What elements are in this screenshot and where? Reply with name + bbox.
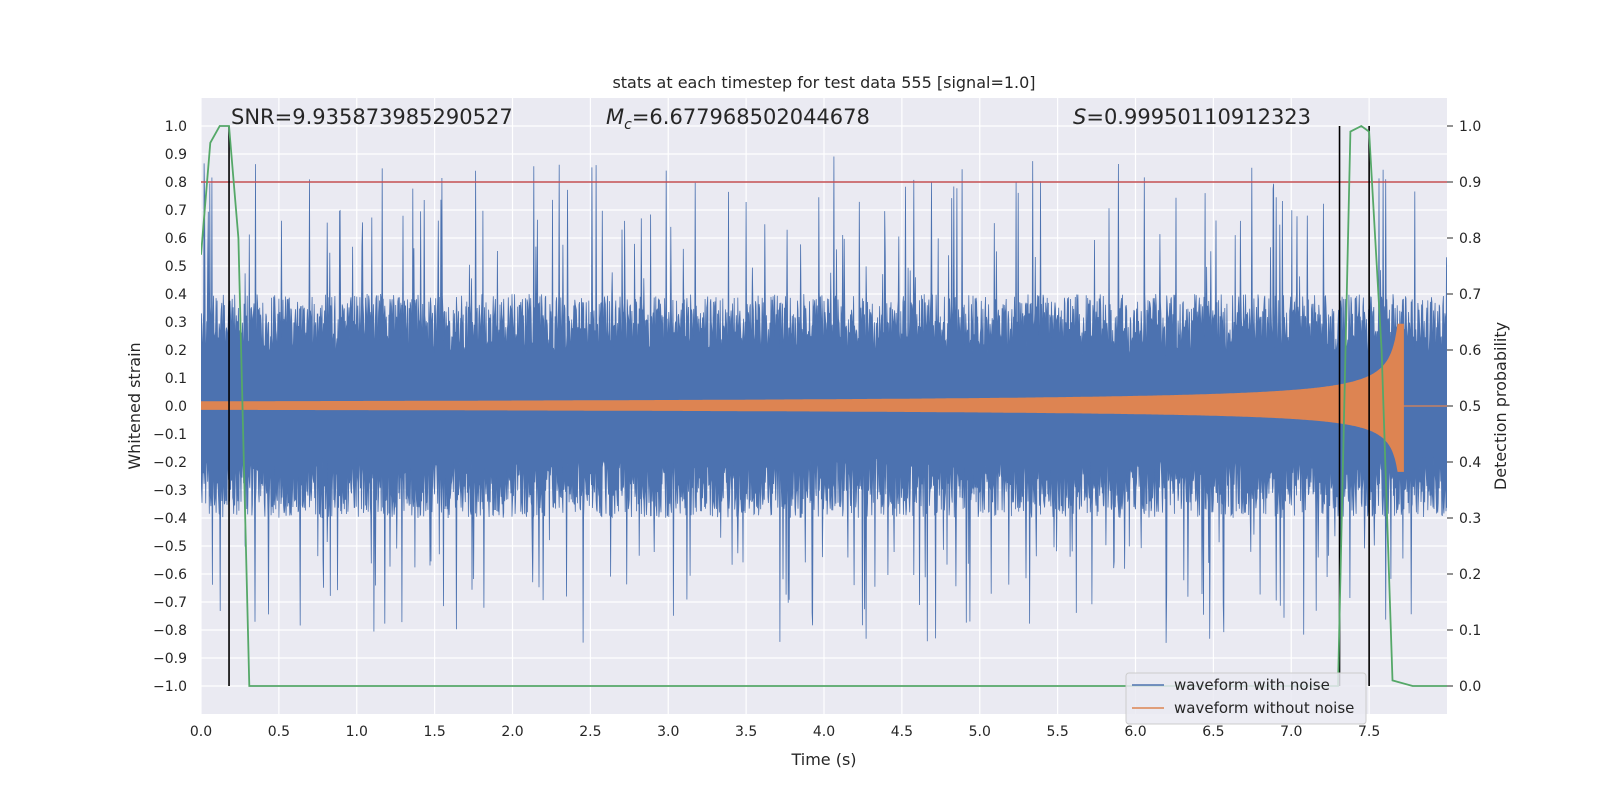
x-tick-label: 4.5 [891,724,913,740]
x-tick-label: 2.5 [579,724,601,740]
chart-title: stats at each timestep for test data 555… [612,73,1035,92]
x-tick-label: 2.0 [501,724,523,740]
legend-box [1125,672,1367,725]
y-tick-label: −0.3 [153,483,187,499]
x-tick-label: 6.5 [1202,724,1224,740]
y-tick-label: −0.6 [153,567,187,583]
mc-value: =6.677968502044678 [632,105,870,129]
y-tick-label: 0.1 [165,371,187,387]
y-tick-label: −0.8 [153,623,187,639]
y-right-tick-label: 0.2 [1459,567,1481,583]
y-tick-label: −0.4 [153,511,187,527]
ticks: 0.0 0.5 1.0 1.5 2.0 2.5 3.0 3.5 4.0 4.5 5.0 5.5 6.0 6… [153,119,1481,740]
x-tick-label: 3.5 [735,724,757,740]
y-tick-label: −1.0 [153,679,187,695]
x-tick-label: 7.0 [1280,724,1302,740]
x-axis-label: Time (s) [790,750,856,769]
mc-subscript: c [624,117,632,133]
x-tick-label: 6.0 [1124,724,1146,740]
s-value: =0.99950110912323 [1086,105,1311,129]
y-tick-label: −0.9 [153,651,187,667]
y-tick-label: 0.8 [165,175,187,191]
x-tick-label: 5.0 [969,724,991,740]
x-tick-label: 7.5 [1358,724,1380,740]
x-tick-label: 1.0 [346,724,368,740]
y-tick-label: 1.0 [165,119,187,135]
y-right-tick-label: 0.1 [1459,623,1481,639]
y-axis-label-right: Detection probability [1491,322,1510,490]
y-right-tick-label: 0.6 [1459,343,1481,359]
clean-waveform-series [201,323,1404,472]
y-right-tick-label: 0.8 [1459,231,1481,247]
y-right-tick-label: 0.5 [1459,399,1481,415]
mc-symbol: M [606,105,624,129]
y-tick-label: 0.7 [165,203,187,219]
x-tick-label: 0.5 [268,724,290,740]
x-tick-label: 1.5 [423,724,445,740]
y-tick-label: 0.5 [165,259,187,275]
y-axis-label: Whitened strain [125,342,144,469]
y-tick-label: 0.2 [165,343,187,359]
y-tick-label: 0.6 [165,231,187,247]
x-tick-label: 0.0 [190,724,212,740]
y-tick-label: 0.4 [165,287,187,303]
y-tick-label: −0.1 [153,427,187,443]
y-right-tick-label: 0.3 [1459,511,1481,527]
legend-label-clean: waveform without noise [1174,699,1354,717]
y-tick-label: 0.0 [165,399,187,415]
y-right-tick-label: 1.0 [1459,119,1481,135]
x-tick-label: 3.0 [657,724,679,740]
mc-annotation: Mc=6.677968502044678 [606,105,870,133]
y-tick-label: −0.7 [153,595,187,611]
y-tick-label: −0.5 [153,539,187,555]
x-tick-label: 5.5 [1046,724,1068,740]
x-tick-label: 4.0 [813,724,835,740]
y-right-tick-label: 0.4 [1459,455,1481,471]
y-right-tick-label: 0.0 [1459,679,1481,695]
s-symbol: S [1073,105,1086,129]
y-tick-label: −0.2 [153,455,187,471]
y-tick-label: 0.9 [165,147,187,163]
y-right-tick-label: 0.7 [1459,287,1481,303]
s-annotation: S=0.99950110912323 [1073,105,1311,129]
y-right-tick-label: 0.9 [1459,175,1481,191]
snr-annotation: SNR=9.935873985290527 [231,105,513,129]
y-tick-label: 0.3 [165,315,187,331]
legend-label-noise: waveform with noise [1174,676,1330,694]
series-layer [201,124,1447,687]
legend: waveform with noise waveform without noi… [1125,672,1367,725]
